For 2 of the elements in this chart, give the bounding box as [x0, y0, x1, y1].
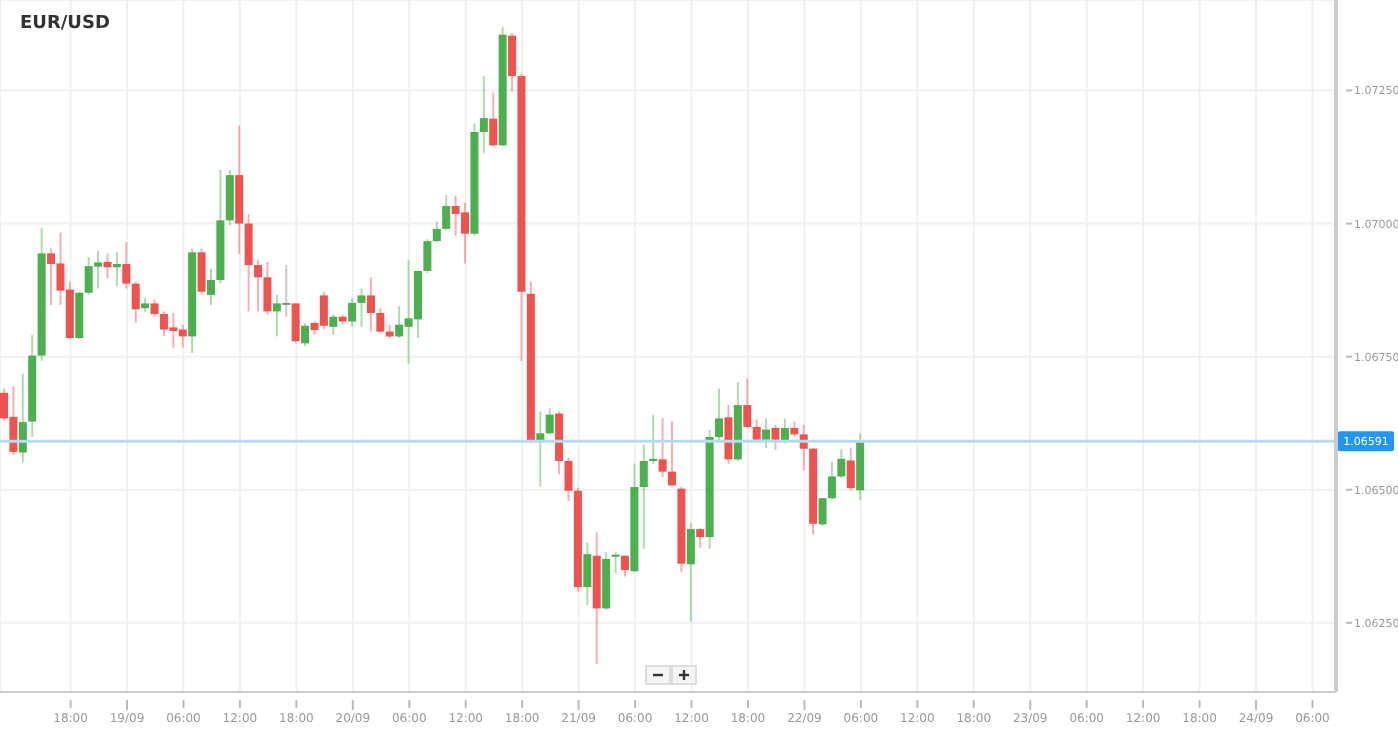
candlestick: [291, 302, 300, 345]
text: EUR/USD: [20, 14, 110, 34]
